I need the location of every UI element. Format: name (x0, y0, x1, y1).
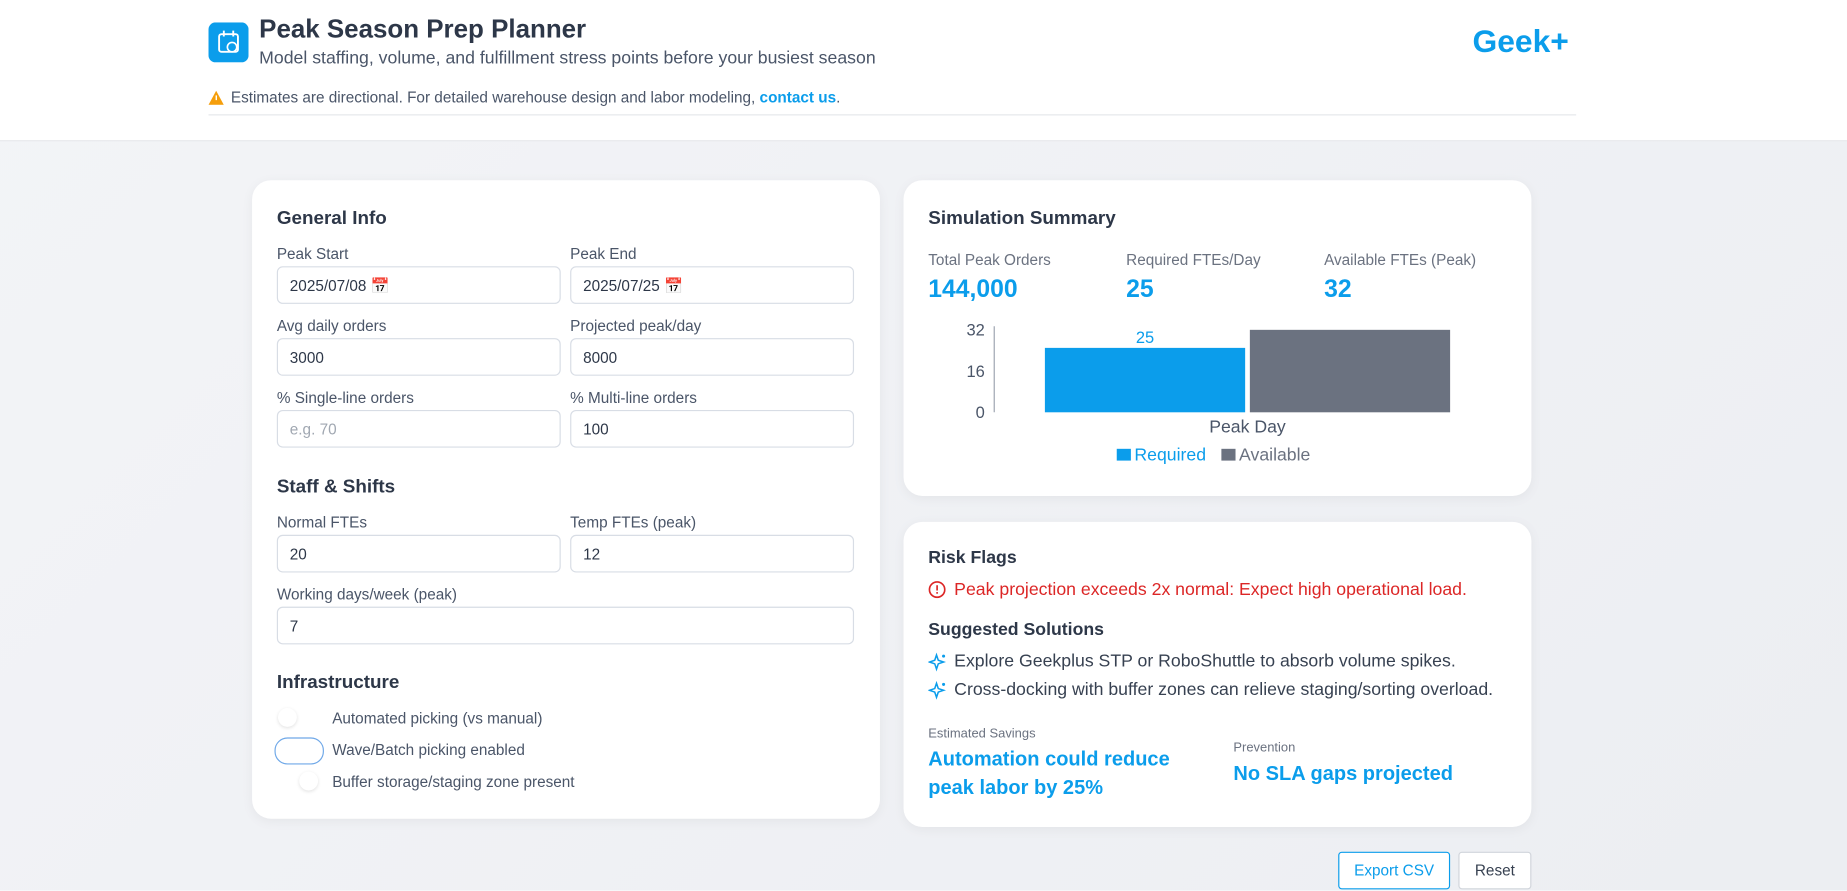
text-input[interactable]: 3000 (276, 338, 561, 376)
field-label: % Single-line orders (276, 388, 414, 407)
text-input[interactable]: 20 (276, 534, 561, 573)
date-input[interactable]: 2025/07/08 📅 (276, 266, 561, 304)
field-label: Working days/week (peak) (276, 585, 457, 604)
warning: Estimates are directional. For detailed … (231, 88, 841, 106)
legend-swatch (1116, 448, 1131, 461)
divider (208, 114, 1577, 116)
legend-swatch (1221, 448, 1236, 461)
x-tick-label: Peak Day (1209, 416, 1286, 436)
solution: Cross-docking with buffer zones can reli… (954, 679, 1494, 700)
text-input[interactable]: 12 (570, 534, 855, 573)
reset-button[interactable]: Reset (1458, 851, 1532, 890)
risk-flag: Peak projection exceeds 2x normal: Expec… (954, 579, 1467, 600)
section-title: General Info (276, 208, 387, 229)
toggle[interactable] (299, 771, 319, 791)
prevention: No SLA gaps projected (1233, 762, 1453, 785)
text-input[interactable]: e.g. 70 (276, 409, 561, 448)
text-input[interactable]: 7 (276, 606, 855, 645)
section-title: Simulation Summary (928, 208, 1116, 229)
savings: Automation could reduce (928, 748, 1170, 771)
y-tick-label: 16 (966, 363, 984, 381)
field-label: Avg daily orders (276, 316, 387, 335)
input-value: 2025/07/08 (289, 276, 367, 295)
bar (1249, 329, 1451, 413)
date-input[interactable]: 2025/07/25 📅 (570, 266, 855, 304)
toggle-label: Buffer storage/staging zone present (332, 772, 575, 791)
section-title: Staff & Shifts (276, 477, 396, 498)
warning-end: . (836, 88, 841, 107)
export-button[interactable]: Export CSV (1338, 851, 1451, 890)
field-label: % Multi-line orders (570, 388, 697, 407)
field-label: Peak Start (276, 245, 349, 263)
input-value: 2025/07/25 (583, 276, 660, 295)
sparkle-icon (928, 680, 946, 700)
section-title: Infrastructure (276, 672, 400, 693)
error-icon (928, 581, 946, 599)
savings-label: Estimated Savings (928, 726, 1036, 741)
stat-label: Available FTEs (Peak) (1324, 250, 1477, 269)
section-title: Suggested Solutions (928, 619, 1105, 640)
field-label: Temp FTEs (peak) (570, 513, 697, 532)
title: Peak Season Prep Planner (259, 14, 587, 44)
header (0, 0, 1847, 142)
risk-card (903, 521, 1532, 827)
subtitle: Model staffing, volume, and fulfillment … (259, 48, 876, 69)
stat-value: 144,000 (928, 275, 1018, 303)
toggle-label: Automated picking (vs manual) (332, 709, 543, 727)
section-title: Risk Flags (928, 547, 1017, 568)
y-tick-label: 32 (966, 322, 984, 340)
field-label: Normal FTEs (276, 513, 368, 532)
stat-label: Required FTEs/Day (1126, 250, 1261, 269)
toggle[interactable] (274, 737, 324, 765)
stat-value: 32 (1324, 275, 1352, 303)
logo: Geek+ (1472, 23, 1569, 59)
warning-icon (208, 90, 224, 105)
field-label: Peak End (570, 245, 637, 263)
bar (1044, 347, 1246, 413)
legend-label: Required (1134, 445, 1206, 465)
text-input[interactable]: 8000 (570, 338, 855, 376)
solution: Explore Geekplus STP or RoboShuttle to a… (954, 651, 1456, 672)
text-input[interactable]: 100 (570, 409, 855, 448)
y-tick-label: 0 (976, 404, 985, 422)
contact-link[interactable]: contact us (759, 88, 837, 107)
sparkle-icon (928, 652, 946, 672)
stat-value: 25 (1126, 275, 1154, 303)
field-label: Projected peak/day (570, 316, 702, 335)
app-icon (208, 22, 249, 63)
stat-label: Total Peak Orders (928, 250, 1051, 269)
toggle[interactable] (278, 707, 297, 727)
savings: peak labor by 25% (928, 776, 1104, 799)
warning-text: Estimates are directional. For detailed … (230, 88, 756, 107)
prevention-label: Prevention (1233, 740, 1296, 756)
legend-label: Available (1239, 445, 1311, 465)
toggle-label: Wave/Batch picking enabled (332, 740, 525, 759)
value-label: 25 (1136, 329, 1154, 347)
